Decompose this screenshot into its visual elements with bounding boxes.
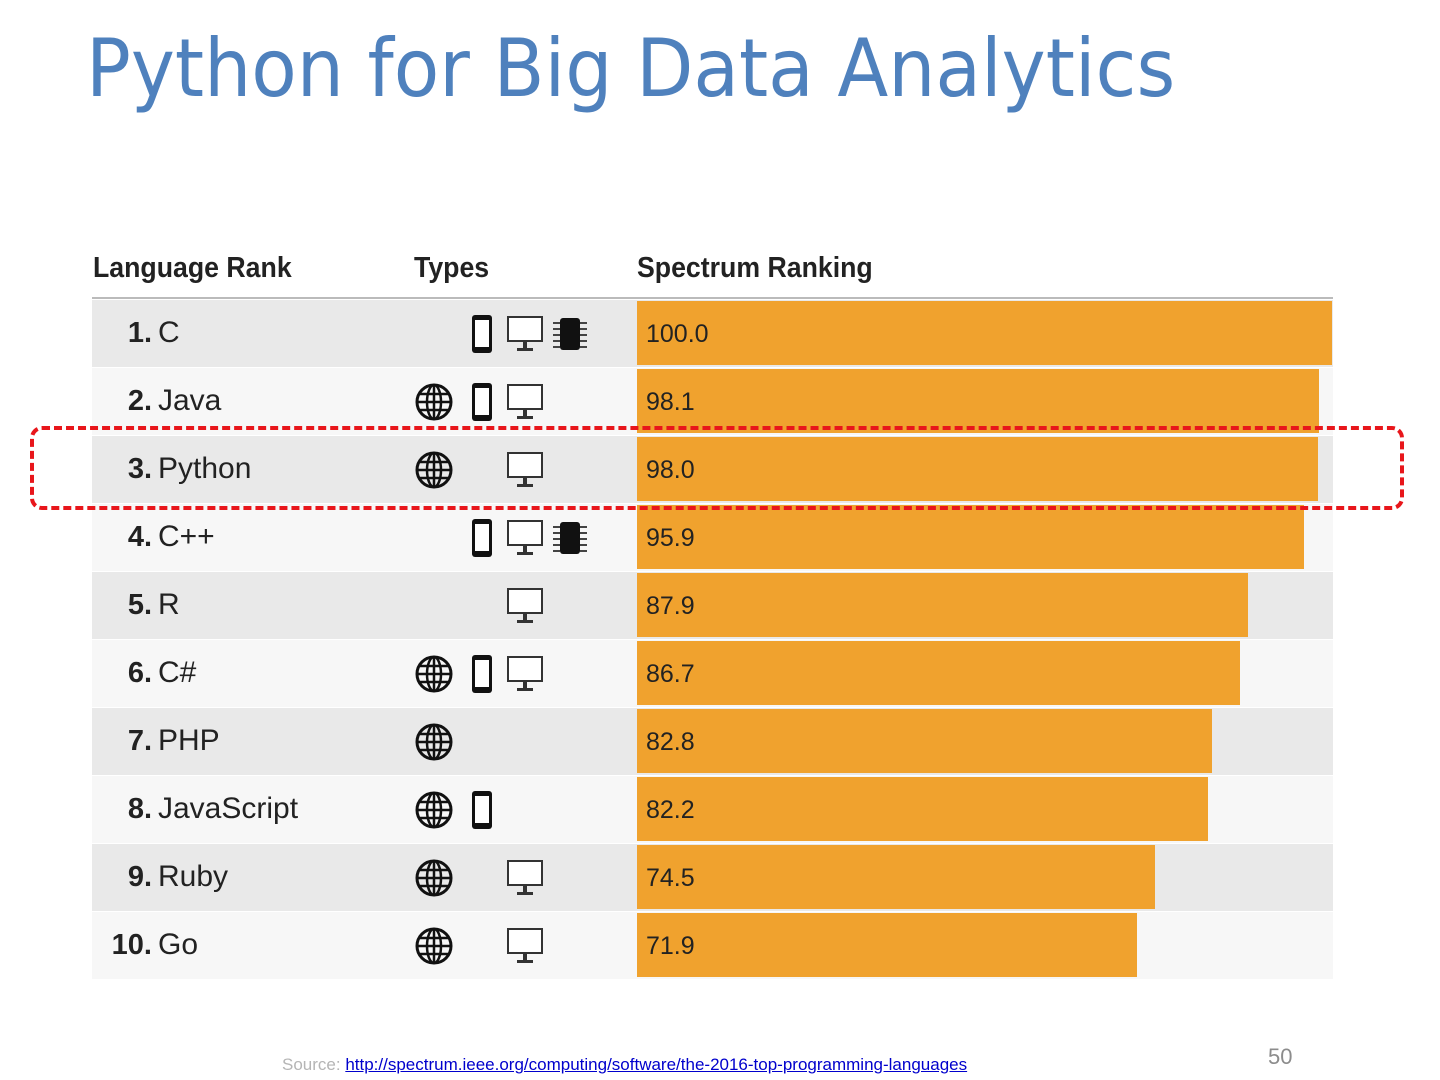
rank-number: 1. (127, 317, 152, 349)
phone-icon (462, 382, 502, 422)
ranking-bar (637, 437, 1319, 501)
table-row: 9. Ruby 74.5 (92, 844, 1333, 912)
table-row: 4. C++ 95.9 (92, 504, 1333, 572)
phone-icon (462, 790, 502, 830)
column-header-types: Types (414, 252, 490, 284)
desktop-icon (505, 586, 545, 626)
desktop-icon (505, 654, 545, 694)
python-highlight-box (30, 426, 1404, 510)
desktop-icon (505, 926, 545, 966)
table-row: 3. Python 98.0 (92, 436, 1333, 504)
desktop-icon (505, 382, 545, 422)
language-name: C++ (158, 520, 215, 553)
web-icon (414, 382, 454, 422)
language-name: PHP (158, 724, 220, 757)
web-icon (414, 654, 454, 694)
ranking-bar (637, 301, 1332, 365)
ranking-bar (637, 573, 1248, 637)
source-link[interactable]: http://spectrum.ieee.org/computing/softw… (345, 1055, 968, 1074)
table-row: 8. JavaScript 82.2 (92, 776, 1333, 844)
rank-number: 4. (127, 521, 152, 553)
ranking-bar (637, 369, 1319, 433)
table-row: 1. C 100.0 (92, 300, 1333, 368)
web-icon (414, 450, 454, 490)
table-row: 10. Go 71.9 (92, 912, 1333, 980)
ranking-value-label: 87.9 (646, 592, 695, 620)
ranking-value-label: 95.9 (646, 524, 695, 552)
source-label: Source: (282, 1055, 341, 1074)
rank-number: 3. (127, 453, 152, 485)
ranking-value-label: 86.7 (646, 660, 695, 688)
rank-number: 2. (127, 385, 152, 417)
web-icon (414, 926, 454, 966)
ranking-value-label: 100.0 (646, 320, 709, 348)
web-icon (414, 858, 454, 898)
ranking-bar (637, 913, 1137, 977)
rank-number: 8. (127, 793, 152, 825)
web-icon (414, 722, 454, 762)
page-number: 50 (1268, 1044, 1293, 1069)
phone-icon (462, 654, 502, 694)
rank-number: 9. (127, 861, 152, 893)
table-row: 6. C# 86.7 (92, 640, 1333, 708)
language-name: Ruby (158, 860, 229, 893)
web-icon (414, 790, 454, 830)
language-name: Go (158, 928, 199, 961)
language-name: C (158, 316, 180, 349)
table-row: 5. R 87.9 (92, 572, 1333, 640)
column-header-language-rank: Language Rank (93, 252, 292, 284)
ranking-value-label: 71.9 (646, 932, 695, 960)
rank-number: 5. (127, 589, 152, 621)
header-divider (92, 297, 1333, 299)
phone-icon (462, 518, 502, 558)
table-row: 7. PHP 82.8 (92, 708, 1333, 776)
table-row: 2. Java 98.1 (92, 368, 1333, 436)
rank-number: 7. (127, 725, 152, 757)
desktop-icon (505, 518, 545, 558)
rank-number: 10. (111, 929, 152, 961)
language-name: C# (158, 656, 197, 689)
ranking-value-label: 98.0 (646, 456, 695, 484)
source-citation: Source: http://spectrum.ieee.org/computi… (282, 1055, 967, 1075)
phone-icon (462, 314, 502, 354)
ranking-value-label: 82.2 (646, 796, 695, 824)
language-name: JavaScript (158, 792, 299, 825)
chip-icon (550, 518, 590, 558)
ranking-value-label: 82.8 (646, 728, 695, 756)
chip-icon (550, 314, 590, 354)
language-name: R (158, 588, 180, 621)
language-name: Java (158, 384, 222, 417)
ranking-bar (637, 641, 1240, 705)
rank-number: 6. (127, 657, 152, 689)
language-name: Python (158, 452, 252, 485)
ranking-bar (637, 845, 1155, 909)
ranking-bar (637, 505, 1304, 569)
ranking-value-label: 98.1 (646, 388, 695, 416)
slide-title: Python for Big Data Analytics (86, 22, 1176, 115)
desktop-icon (505, 858, 545, 898)
ranking-table: 1. C 100.0 2. Java 98.1 3. Python 98.0 4. C… (92, 300, 1333, 980)
ranking-bar (637, 777, 1209, 841)
desktop-icon (505, 450, 545, 490)
desktop-icon (505, 314, 545, 354)
ranking-bar (637, 709, 1213, 773)
column-header-spectrum-ranking: Spectrum Ranking (637, 252, 873, 284)
ranking-value-label: 74.5 (646, 864, 695, 892)
